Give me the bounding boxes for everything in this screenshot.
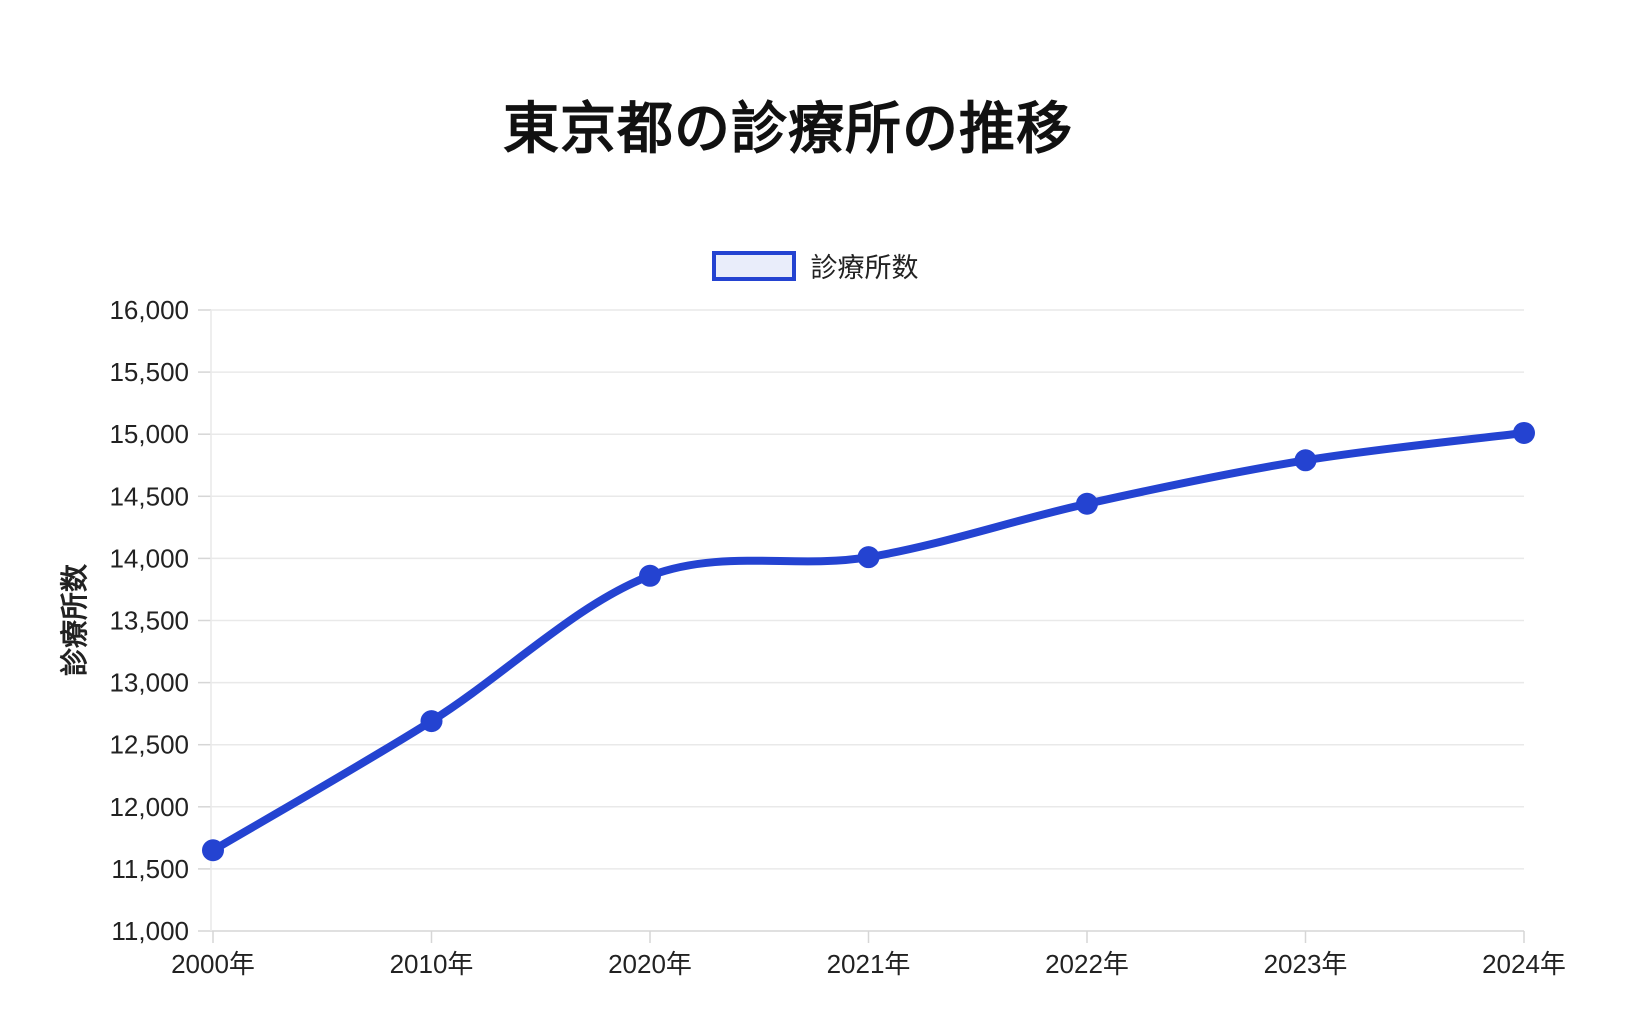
y-tick-label: 15,500 bbox=[109, 357, 189, 387]
x-tick-labels: 2000年 2010年 2020年 2021年 2022年 2023年 2024年 bbox=[171, 949, 1566, 979]
y-tick-label: 15,000 bbox=[109, 419, 189, 449]
legend-label: 診療所数 bbox=[810, 253, 919, 283]
y-tick-label: 14,000 bbox=[109, 543, 189, 573]
x-tick-label: 2024年 bbox=[1482, 949, 1566, 979]
y-tick-label: 13,000 bbox=[109, 668, 189, 698]
data-point-2020年[interactable] bbox=[639, 564, 661, 587]
y-gridlines bbox=[211, 309, 1524, 932]
y-tick-label: 14,500 bbox=[109, 481, 189, 511]
data-point-2022年[interactable] bbox=[1076, 492, 1098, 515]
data-point-2000年[interactable] bbox=[202, 839, 224, 862]
data-point-2010年[interactable] bbox=[420, 710, 443, 733]
y-tick-label: 12,000 bbox=[109, 792, 189, 822]
x-tick-label: 2020年 bbox=[608, 949, 692, 979]
y-tick-labels: 11,000 11,500 12,000 12,500 13,000 13,500 14,0… bbox=[109, 295, 189, 946]
x-tick-label: 2022年 bbox=[1045, 949, 1129, 979]
chart-title: 東京都の診療所の推移 bbox=[503, 97, 1073, 160]
x-tick-label: 2010年 bbox=[390, 949, 474, 979]
x-tick-label: 2021年 bbox=[827, 949, 911, 979]
y-tick-label: 12,500 bbox=[109, 730, 189, 760]
y-tick-label: 11,000 bbox=[111, 916, 189, 946]
data-point-2024年[interactable] bbox=[1513, 421, 1535, 444]
legend-item[interactable]: 診療所数 bbox=[0, 246, 1630, 285]
data-point-2021年[interactable] bbox=[857, 546, 880, 569]
x-tick-label: 2000年 bbox=[171, 949, 255, 979]
axes bbox=[198, 309, 1525, 943]
y-tick-label: 11,500 bbox=[111, 854, 189, 884]
y-axis-title: 診療所数 bbox=[58, 563, 90, 676]
y-tick-label: 13,500 bbox=[109, 606, 189, 636]
legend-swatch bbox=[711, 250, 796, 281]
y-tick-label: 16,000 bbox=[109, 295, 189, 325]
series-points bbox=[202, 421, 1535, 862]
x-tick-label: 2023年 bbox=[1264, 949, 1348, 979]
data-point-2023年[interactable] bbox=[1294, 449, 1317, 472]
